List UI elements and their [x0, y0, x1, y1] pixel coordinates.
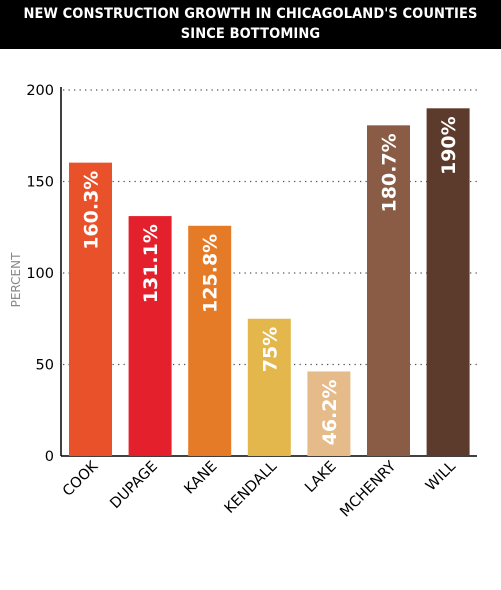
bars — [69, 108, 470, 457]
bar-mchenry — [367, 125, 410, 456]
bar-value-label: 75% — [259, 327, 281, 372]
chart-title-line-2: SINCE BOTTOMING — [180, 26, 321, 42]
chart-title: NEW CONSTRUCTION GROWTH IN CHICAGOLAND'S… — [0, 0, 501, 49]
y-tick-label: 200 — [26, 83, 54, 99]
x-tick-label: KENDALL — [222, 459, 280, 517]
bar-cook — [69, 162, 112, 456]
y-axis-label: PERCENT — [9, 252, 23, 307]
bar-kane — [188, 225, 232, 456]
bar-value-label: 46.2% — [319, 379, 341, 445]
x-tick-label: COOK — [60, 458, 102, 500]
bar-lake — [307, 371, 351, 456]
y-tick-label: 100 — [26, 266, 54, 282]
bar-value-label: 125.8% — [200, 234, 222, 313]
x-tick-label: MCHENRY — [337, 458, 399, 520]
bar-value-label: 131.1% — [140, 224, 162, 303]
y-tick-label: 150 — [26, 175, 54, 191]
y-axis-ticks: 0 50 100 150 200 — [26, 83, 54, 465]
bar-kendall — [247, 318, 291, 456]
y-tick-label: 50 — [36, 358, 54, 374]
bar-will — [426, 108, 470, 457]
x-tick-label: WILL — [423, 459, 459, 495]
y-tick-label: 0 — [45, 449, 54, 465]
bar-dupage — [128, 216, 172, 456]
chart-title-line-1: NEW CONSTRUCTION GROWTH IN CHICAGOLAND'S… — [23, 6, 478, 22]
x-tick-label: KANE — [182, 459, 221, 498]
bar-value-label: 160.3% — [81, 171, 103, 250]
x-tick-label: DUPAGE — [107, 459, 161, 513]
bar-value-label: 190% — [438, 116, 460, 175]
x-tick-label: LAKE — [302, 459, 339, 496]
bar-value-labels: 160.3% 131.1% 125.8% 75% 46.2% 180.7% 190% — [81, 116, 461, 445]
bar-value-label: 180.7% — [379, 133, 401, 212]
